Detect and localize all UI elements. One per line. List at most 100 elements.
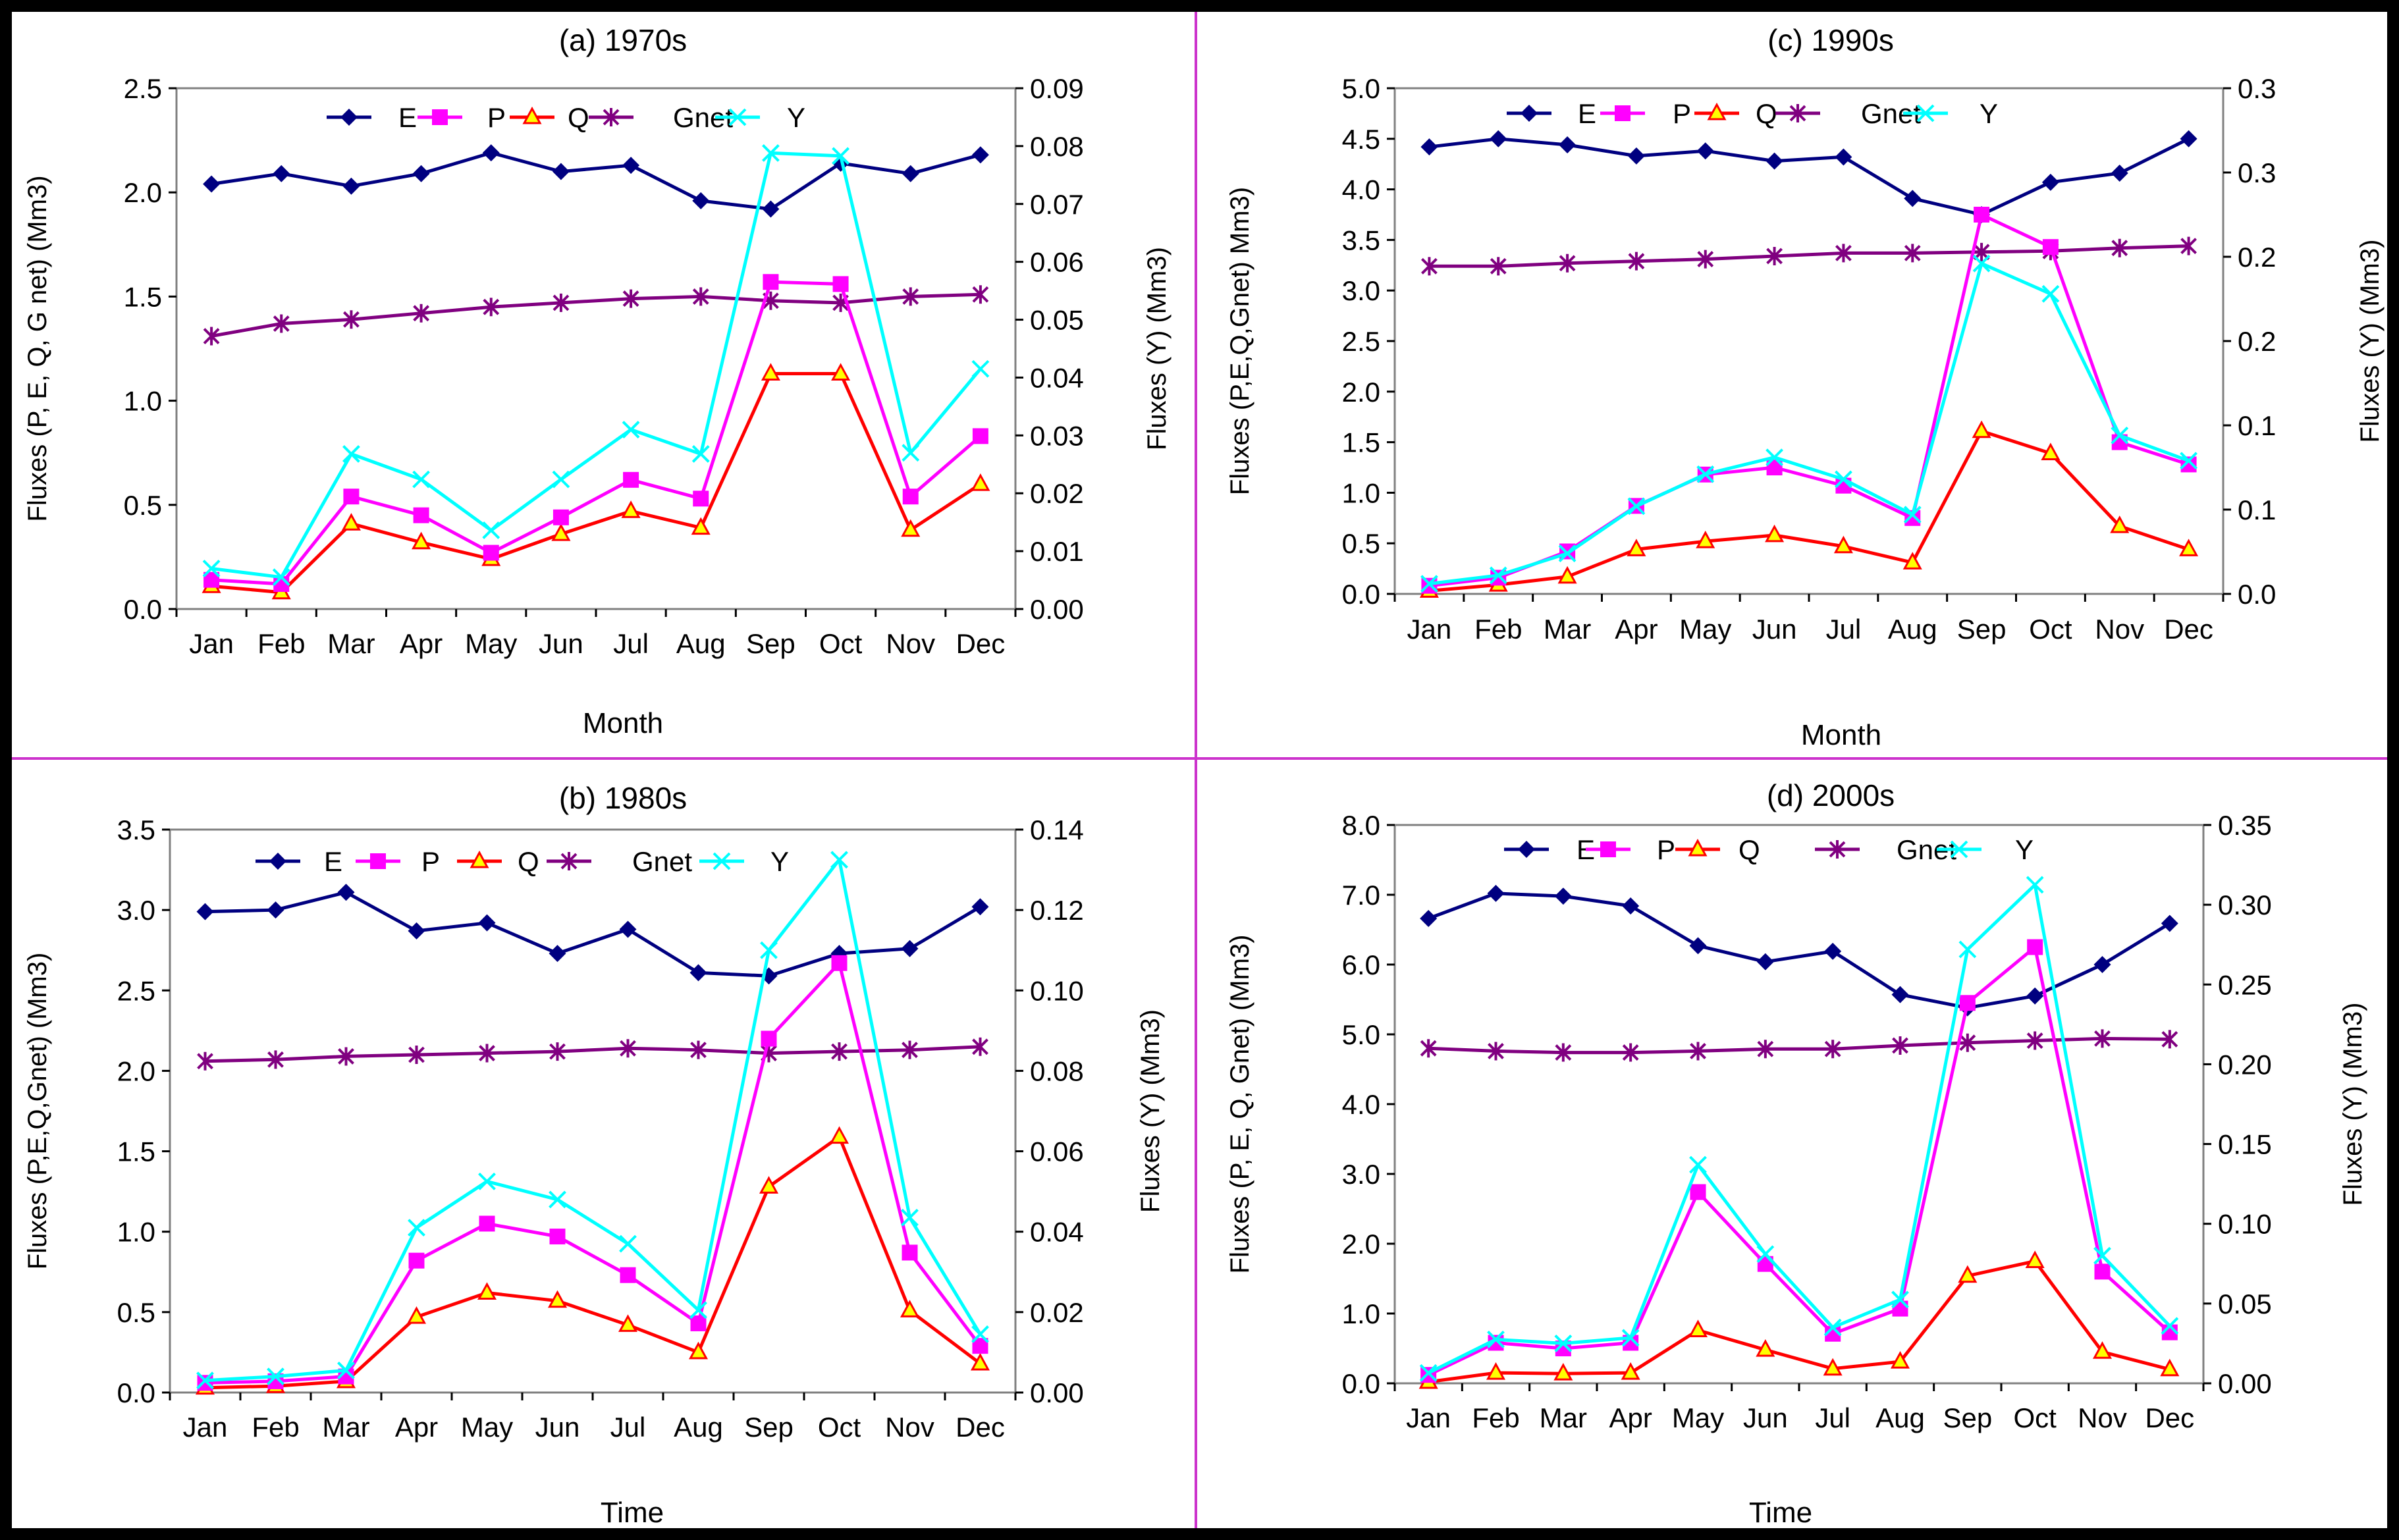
series-q-marker: [2160, 1358, 2180, 1377]
series-q-marker: [1486, 1362, 1506, 1380]
series-p: [1420, 939, 2178, 1383]
series-gnet: [1421, 236, 2197, 276]
legend: E P Q Gnet Y: [256, 846, 789, 877]
y-tick-label: 3.5: [1342, 225, 1380, 255]
series-gnet-marker: [620, 1039, 636, 1058]
series-y-marker: [1419, 1364, 1438, 1382]
x-tick-label: Nov: [2078, 1402, 2127, 1433]
y-tick-label: 3.0: [1342, 275, 1380, 306]
series-y-marker: [1420, 575, 1438, 593]
y2-tick-label: 0.0: [2238, 579, 2276, 610]
x-axis-title: Time: [1749, 1497, 1812, 1529]
y-tick-label: 6.0: [1342, 949, 1380, 980]
series-e: [203, 144, 989, 218]
series-y-marker: [2026, 876, 2044, 894]
y-tick-label: 2.0: [1342, 1229, 1380, 1260]
series-q-marker: [621, 500, 641, 518]
legend-q-marker: [470, 850, 489, 868]
series-e-marker: [2111, 165, 2128, 182]
legend-p-marker: [1600, 841, 1616, 857]
y-tick-label: 0.5: [117, 1297, 155, 1328]
y-tick-label: 7.0: [1342, 880, 1380, 911]
series-y-marker: [1696, 465, 1715, 483]
series-gnet-line: [1428, 1036, 2170, 1055]
y2-tick-label: 0.09: [1030, 73, 1084, 104]
series-e-marker: [2026, 987, 2044, 1005]
y-tick-label: 5.0: [1342, 73, 1380, 104]
series-p-marker: [553, 509, 569, 525]
y-tick-label: 4.0: [1342, 174, 1380, 205]
series-e-marker: [1627, 147, 1645, 165]
y2-tick-label: 0.2: [2238, 242, 2276, 273]
y-tick-label: 1.0: [124, 386, 162, 417]
y-tick-label: 1.5: [1342, 427, 1380, 458]
series-y-marker: [1554, 1335, 1573, 1352]
y-tick-label: 2.5: [1342, 326, 1380, 357]
x-tick-label: Apr: [1615, 614, 1658, 645]
y2-axis-title: Fluxes (Y) (Mm3): [2338, 1003, 2367, 1206]
series-gnet-line: [211, 292, 981, 338]
series-y-line: [1429, 261, 2190, 586]
y2-tick-label: 0.10: [2218, 1209, 2272, 1240]
series-y-marker: [2093, 1246, 2111, 1265]
series-y-marker: [1903, 506, 1922, 524]
x-tick-label: Mar: [322, 1412, 369, 1443]
series-y-marker: [2161, 1317, 2179, 1335]
series-p-marker: [761, 1030, 777, 1047]
y2-axis-title: Fluxes (Y) (Mm3): [1143, 247, 1172, 450]
series-y-marker: [267, 1367, 284, 1385]
legend-e-label: E: [1578, 98, 1596, 129]
series-y: [1419, 876, 2179, 1382]
series-e-marker: [273, 165, 290, 182]
series-p-marker: [831, 955, 848, 971]
legend-e-marker: [269, 853, 286, 870]
legend-y-label: Y: [787, 102, 805, 133]
y2-tick-label: 0.15: [2218, 1129, 2272, 1160]
series-gnet-marker: [1835, 244, 1852, 263]
x-axis-title: Month: [1801, 719, 1881, 751]
x-tick-label: May: [1679, 614, 1731, 645]
series-y-marker: [1766, 448, 1783, 467]
series-q-marker: [971, 473, 990, 491]
y-tick-label: 0.0: [1342, 579, 1380, 610]
legend-q-marker: [1688, 838, 1708, 857]
legend-q-marker: [1707, 102, 1727, 120]
series-e-marker: [971, 898, 989, 916]
series-e-marker: [622, 157, 640, 174]
series-e-marker: [549, 945, 566, 963]
series-e-marker: [1891, 986, 1909, 1003]
series-y: [202, 144, 990, 587]
legend-p-marker: [432, 109, 448, 125]
series-q-marker: [2092, 1341, 2113, 1359]
y2-tick-label: 0.12: [1030, 895, 1084, 926]
series-y-marker: [1891, 1290, 1909, 1309]
series-q-marker: [2025, 1250, 2045, 1268]
series-p-marker: [1959, 995, 1976, 1011]
y-tick-label: 0.5: [1342, 528, 1380, 559]
y2-tick-label: 0.08: [1030, 1055, 1084, 1086]
series-y-marker: [1621, 1329, 1640, 1347]
series-e-marker: [196, 903, 214, 920]
series-p-marker: [197, 1375, 213, 1391]
series-gnet-marker: [2111, 238, 2128, 257]
chart-panel-bottom-right: 0.0 1.0 2.0 3.0 4.0 5.0 6.0 7.0 8.0 0.00 0.05 0.10 0…: [1226, 778, 2367, 1529]
series-y-marker: [1627, 497, 1646, 516]
series-q-marker: [761, 363, 780, 381]
legend-gnet-marker: [603, 108, 620, 126]
series-q-marker: [547, 1290, 568, 1308]
series-p-line: [1428, 945, 2171, 1377]
x-tick-label: Mar: [327, 628, 375, 659]
series-y-marker: [971, 1325, 989, 1343]
series-q-marker: [1765, 524, 1785, 543]
y2-tick-label: 0.1: [2238, 494, 2276, 525]
series-e-marker: [1756, 953, 1774, 970]
series-q-marker: [688, 1341, 709, 1360]
series-gnet-marker: [1490, 257, 1507, 276]
x-tick-label: Aug: [1875, 1402, 1925, 1433]
legend: E P Q Gnet Y: [1507, 98, 1998, 129]
series-p-marker: [1421, 577, 1438, 594]
y-axis-title: Fluxes (P,E,Q,Gnet) Mm3): [1226, 187, 1254, 495]
legend-e-marker: [1521, 105, 1538, 122]
